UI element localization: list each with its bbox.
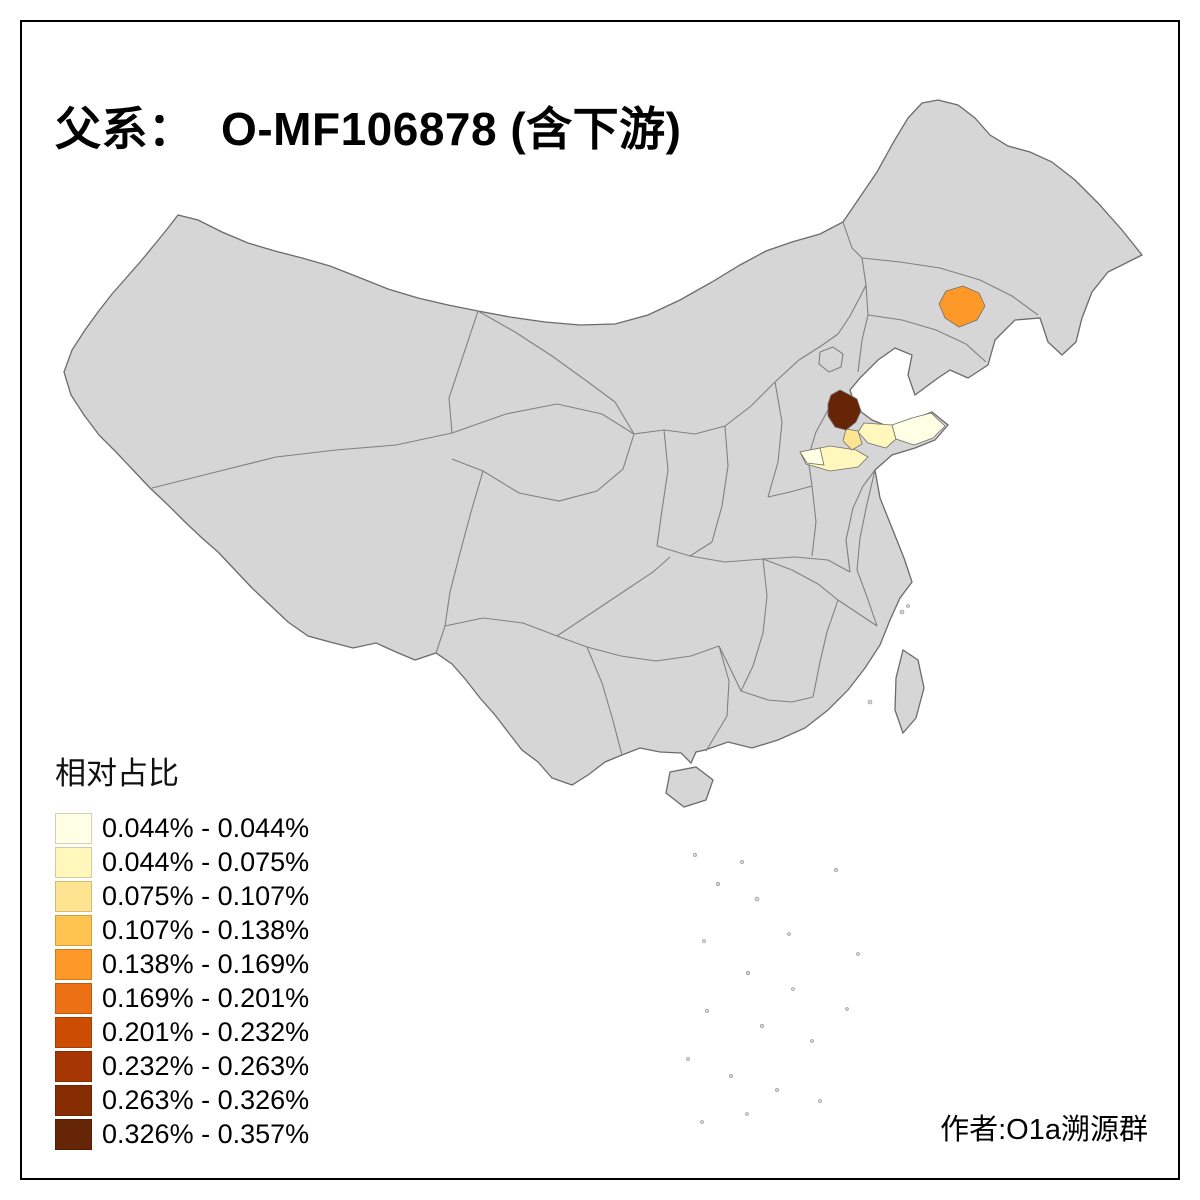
- legend-label: 0.138% - 0.169%: [102, 949, 310, 979]
- legend-item: 0.326% - 0.357%: [55, 1119, 309, 1150]
- region-northwest-shandong: [827, 389, 862, 431]
- legend-item: 0.044% - 0.075%: [55, 847, 309, 878]
- taiwan-island: [894, 648, 925, 735]
- page-title: 父系： O-MF106878 (含下游): [55, 102, 682, 155]
- region-yantai-weihai: [891, 412, 946, 446]
- legend-item: 0.232% - 0.263%: [55, 1051, 309, 1082]
- sea-island-specks: [686, 604, 910, 1124]
- legend-label: 0.232% - 0.263%: [102, 1051, 310, 1081]
- legend-swatch: [55, 1017, 92, 1048]
- legend-title: 相对占比: [55, 756, 179, 791]
- hainan-island: [665, 766, 714, 808]
- legend-swatch: [55, 949, 92, 980]
- province-borders: [151, 221, 1039, 756]
- legend-swatch: [55, 1085, 92, 1116]
- legend-item: 0.075% - 0.107%: [55, 881, 309, 912]
- legend-item: 0.044% - 0.044%: [55, 813, 309, 844]
- legend-label: 0.107% - 0.138%: [102, 915, 310, 945]
- legend-swatch: [55, 881, 92, 912]
- legend-swatch: [55, 813, 92, 844]
- legend-label: 0.075% - 0.107%: [102, 881, 310, 911]
- legend-label: 0.326% - 0.357%: [102, 1119, 310, 1149]
- legend-item: 0.107% - 0.138%: [55, 915, 309, 946]
- choropleth-regions: [799, 285, 986, 472]
- author-credit: 作者:O1a溯源群: [940, 1114, 1148, 1146]
- china-mainland-outline: [63, 99, 1144, 786]
- region-zibo: [842, 428, 863, 451]
- legend-swatch: [55, 1051, 92, 1082]
- legend-item: 0.169% - 0.201%: [55, 983, 309, 1014]
- legend-item: 0.263% - 0.326%: [55, 1085, 309, 1116]
- legend-swatch: [55, 847, 92, 878]
- legend-item: 0.201% - 0.232%: [55, 1017, 309, 1048]
- region-central-jilin: [938, 285, 986, 328]
- region-heze-area: [799, 447, 825, 466]
- legend-swatch: [55, 915, 92, 946]
- legend-label: 0.169% - 0.201%: [102, 983, 310, 1013]
- legend-swatch: [55, 983, 92, 1014]
- legend-label: 0.263% - 0.326%: [102, 1085, 310, 1115]
- legend: 相对占比 0.044% - 0.044% 0.044% - 0.075% 0.0…: [55, 748, 309, 1153]
- legend-label: 0.044% - 0.075%: [102, 847, 310, 877]
- legend-item: 0.138% - 0.169%: [55, 949, 309, 980]
- legend-label: 0.044% - 0.044%: [102, 813, 310, 843]
- legend-label: 0.201% - 0.232%: [102, 1017, 310, 1047]
- legend-swatch: [55, 1119, 92, 1150]
